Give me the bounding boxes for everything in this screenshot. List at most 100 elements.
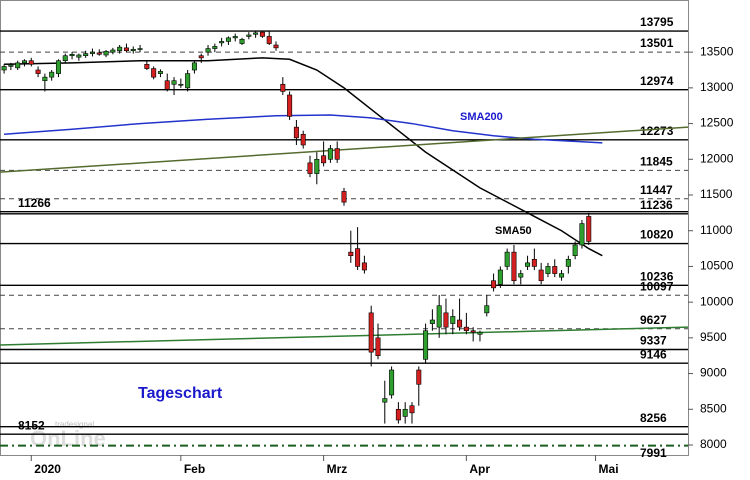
candle-body xyxy=(552,266,558,274)
plot-frame xyxy=(0,0,689,456)
y-tick-label: 13000 xyxy=(700,80,734,94)
candle-body xyxy=(423,330,429,360)
candle-body xyxy=(232,36,238,39)
candle-body xyxy=(151,68,157,78)
candle-body xyxy=(273,44,279,49)
candle-body xyxy=(21,60,27,64)
candle-body xyxy=(321,155,327,164)
candle-body xyxy=(429,319,435,324)
candle-body xyxy=(42,76,48,82)
candle-body xyxy=(28,60,34,65)
candle-body xyxy=(334,148,340,160)
level-label: 11236 xyxy=(640,198,673,212)
candle-body xyxy=(361,262,367,271)
candle-body xyxy=(375,337,381,357)
candle-body xyxy=(35,69,41,74)
candle-body xyxy=(416,369,422,385)
level-label: 10097 xyxy=(640,279,674,293)
y-tick-label: 13500 xyxy=(700,44,734,58)
level-label: 12273 xyxy=(640,124,674,138)
y-tick-label: 8500 xyxy=(700,401,727,415)
x-tick-label: Feb xyxy=(184,462,205,476)
watermark: tradesignal xyxy=(55,420,94,429)
candle-body xyxy=(470,330,476,333)
candle-body xyxy=(253,32,259,35)
trend-line xyxy=(0,326,689,346)
candle-body xyxy=(409,405,415,414)
candle-body xyxy=(545,266,551,274)
y-tick-label: 12500 xyxy=(700,116,734,130)
candle-body xyxy=(83,53,89,57)
candle-body xyxy=(565,258,571,267)
candle-body xyxy=(300,133,306,146)
y-tick-label: 10000 xyxy=(700,294,734,308)
x-tick-label: Mrz xyxy=(327,462,348,476)
trend-line xyxy=(0,126,689,173)
candle-body xyxy=(55,60,61,74)
y-tick-label: 10500 xyxy=(700,259,734,273)
candle-body xyxy=(559,273,565,278)
trend-line xyxy=(4,114,603,144)
candle-body xyxy=(395,408,401,421)
candle-body xyxy=(137,48,143,50)
candle-body xyxy=(212,46,218,49)
candle-body xyxy=(219,41,225,44)
candle-body xyxy=(525,262,531,267)
candle-body xyxy=(157,71,163,74)
candle-body xyxy=(185,73,191,89)
level-label: 11266 xyxy=(18,196,51,210)
x-tick-label: Apr xyxy=(469,462,490,476)
candle-body xyxy=(246,34,252,37)
candle-body xyxy=(327,148,333,160)
candle-body xyxy=(171,80,177,85)
candle-body xyxy=(389,369,395,396)
candle-body xyxy=(198,55,204,59)
candle-body xyxy=(586,216,592,242)
candle-body xyxy=(117,46,123,52)
candle-body xyxy=(457,319,463,328)
candle-body xyxy=(307,162,313,174)
x-tick-label: 2020 xyxy=(34,462,61,476)
level-label: 13501 xyxy=(640,36,674,50)
candle-body xyxy=(49,71,55,78)
level-label: 10236 xyxy=(640,269,674,283)
candle-body xyxy=(62,55,68,62)
candle-body xyxy=(443,312,449,328)
candle-body xyxy=(130,48,136,52)
candle-body xyxy=(259,31,265,37)
candle-body xyxy=(484,305,490,314)
candle-body xyxy=(341,191,347,203)
candle-body xyxy=(89,51,95,54)
y-tick-label: 11500 xyxy=(700,187,733,201)
candle-body xyxy=(463,326,469,332)
candle-body xyxy=(178,83,184,86)
level-label: 8256 xyxy=(640,411,667,425)
x-tick-label: Mai xyxy=(599,462,619,476)
level-label: 11845 xyxy=(640,155,673,169)
candle-body xyxy=(518,273,524,278)
annotation: Tageschart xyxy=(138,385,223,402)
candle-body xyxy=(436,305,442,328)
annotation: SMA200 xyxy=(460,111,503,123)
level-label: 10820 xyxy=(640,228,674,242)
candle-body xyxy=(348,251,354,257)
level-label: 12974 xyxy=(640,74,674,88)
candle-body xyxy=(69,53,75,57)
watermark: OnLine xyxy=(30,426,106,451)
candle-body xyxy=(164,80,170,90)
candle-body xyxy=(287,94,293,117)
level-label: 9337 xyxy=(640,334,667,348)
level-label: 8152 xyxy=(18,418,45,432)
annotation: SMA50 xyxy=(495,225,532,237)
y-tick-label: 9000 xyxy=(700,366,727,380)
candle-body xyxy=(1,66,7,71)
candle-body xyxy=(293,126,299,139)
candle-body xyxy=(239,38,245,44)
candle-body xyxy=(96,52,102,55)
candle-body xyxy=(572,244,578,257)
candle-body xyxy=(402,408,408,417)
candle-body xyxy=(103,51,109,56)
candle-body xyxy=(266,36,272,44)
candle-body xyxy=(110,49,116,53)
